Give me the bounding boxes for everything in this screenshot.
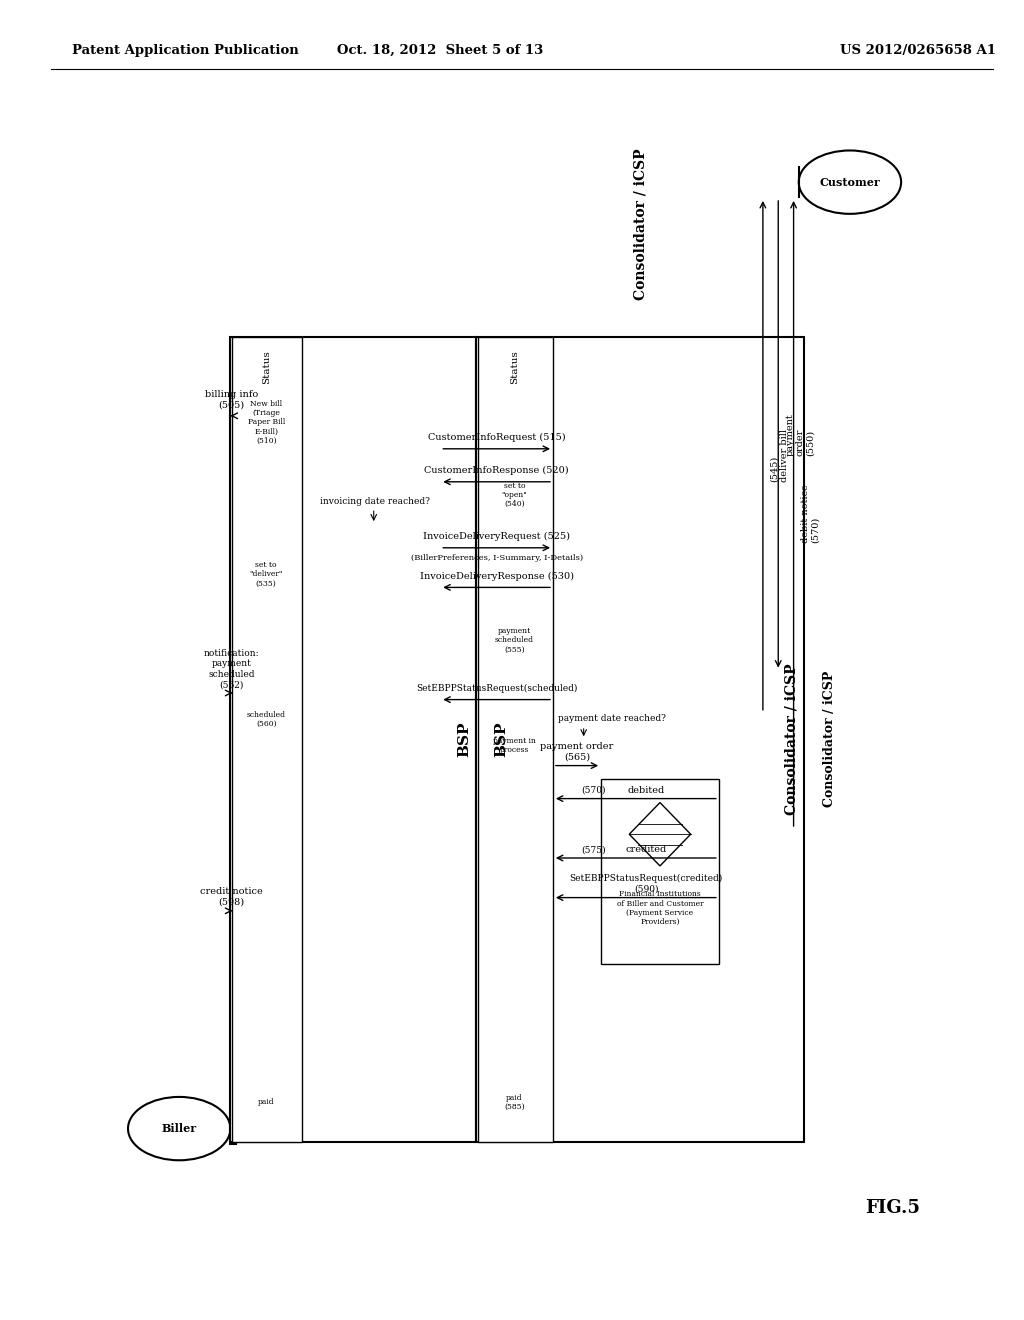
FancyBboxPatch shape [601, 779, 719, 964]
FancyBboxPatch shape [230, 1113, 236, 1144]
Ellipse shape [128, 1097, 230, 1160]
Text: (575): (575) [582, 845, 606, 854]
Text: US 2012/0265658 A1: US 2012/0265658 A1 [840, 44, 995, 57]
Text: (BillerPreferences, I-Summary, I-Details): (BillerPreferences, I-Summary, I-Details… [411, 554, 583, 562]
Text: Consolidator / iCSP: Consolidator / iCSP [823, 671, 836, 808]
Text: (545)
deliver bill: (545) deliver bill [770, 429, 790, 482]
Text: set to
"open"
(540): set to "open" (540) [502, 482, 527, 508]
Text: payment
order
(550): payment order (550) [785, 413, 815, 455]
Text: paid
(585): paid (585) [504, 1093, 525, 1111]
Text: scheduled
(560): scheduled (560) [247, 710, 286, 729]
Text: credited: credited [626, 845, 667, 854]
Ellipse shape [799, 150, 901, 214]
Text: Patent Application Publication: Patent Application Publication [72, 44, 298, 57]
Text: debit notice
(570): debit notice (570) [801, 484, 820, 543]
Text: (570): (570) [582, 785, 606, 795]
Text: SetEBPPStatusRequest(scheduled): SetEBPPStatusRequest(scheduled) [416, 684, 578, 693]
Text: billing info
(505): billing info (505) [205, 389, 258, 409]
Text: invoicing date reached?: invoicing date reached? [321, 496, 430, 506]
Text: InvoiceDeliveryRequest (525): InvoiceDeliveryRequest (525) [423, 532, 570, 541]
Text: payment in
process: payment in process [494, 737, 536, 755]
FancyBboxPatch shape [232, 337, 302, 1142]
Text: Consolidator / iCSP: Consolidator / iCSP [633, 149, 647, 300]
Text: Oct. 18, 2012  Sheet 5 of 13: Oct. 18, 2012 Sheet 5 of 13 [337, 44, 544, 57]
Text: debited: debited [628, 785, 665, 795]
Text: Status: Status [262, 350, 270, 384]
Text: notification:
payment
scheduled
(562): notification: payment scheduled (562) [204, 649, 259, 689]
Text: BSP: BSP [457, 722, 471, 756]
FancyBboxPatch shape [478, 337, 553, 1142]
Text: Financial Institutions
of Biller and Customer
(Payment Service
Providers): Financial Institutions of Biller and Cus… [616, 891, 703, 925]
FancyBboxPatch shape [230, 337, 476, 1142]
Polygon shape [629, 803, 690, 866]
Text: credit notice
(598): credit notice (598) [200, 887, 263, 907]
Text: CustomerInfoRequest (515): CustomerInfoRequest (515) [428, 433, 565, 442]
Text: Status: Status [510, 350, 519, 384]
Text: SetEBPPStatusRequest(credited)
(590): SetEBPPStatusRequest(credited) (590) [569, 874, 723, 894]
FancyBboxPatch shape [476, 337, 804, 1142]
Text: paid: paid [258, 1098, 274, 1106]
Text: payment order
(565): payment order (565) [541, 742, 613, 762]
Text: CustomerInfoResponse (520): CustomerInfoResponse (520) [424, 466, 569, 475]
Text: Biller: Biller [162, 1123, 197, 1134]
Text: Consolidator / iCSP: Consolidator / iCSP [784, 664, 799, 814]
Text: New bill
(Triage
Paper Bill
E-Bill)
(510): New bill (Triage Paper Bill E-Bill) (510… [248, 400, 285, 445]
Text: BSP: BSP [495, 722, 509, 756]
Text: set to
"deliver"
(535): set to "deliver" (535) [250, 561, 283, 587]
Text: payment date reached?: payment date reached? [558, 714, 666, 723]
Text: InvoiceDeliveryResponse (530): InvoiceDeliveryResponse (530) [420, 572, 573, 581]
Text: payment
scheduled
(555): payment scheduled (555) [495, 627, 535, 653]
Text: Customer: Customer [819, 177, 881, 187]
Text: FIG.5: FIG.5 [865, 1199, 921, 1217]
